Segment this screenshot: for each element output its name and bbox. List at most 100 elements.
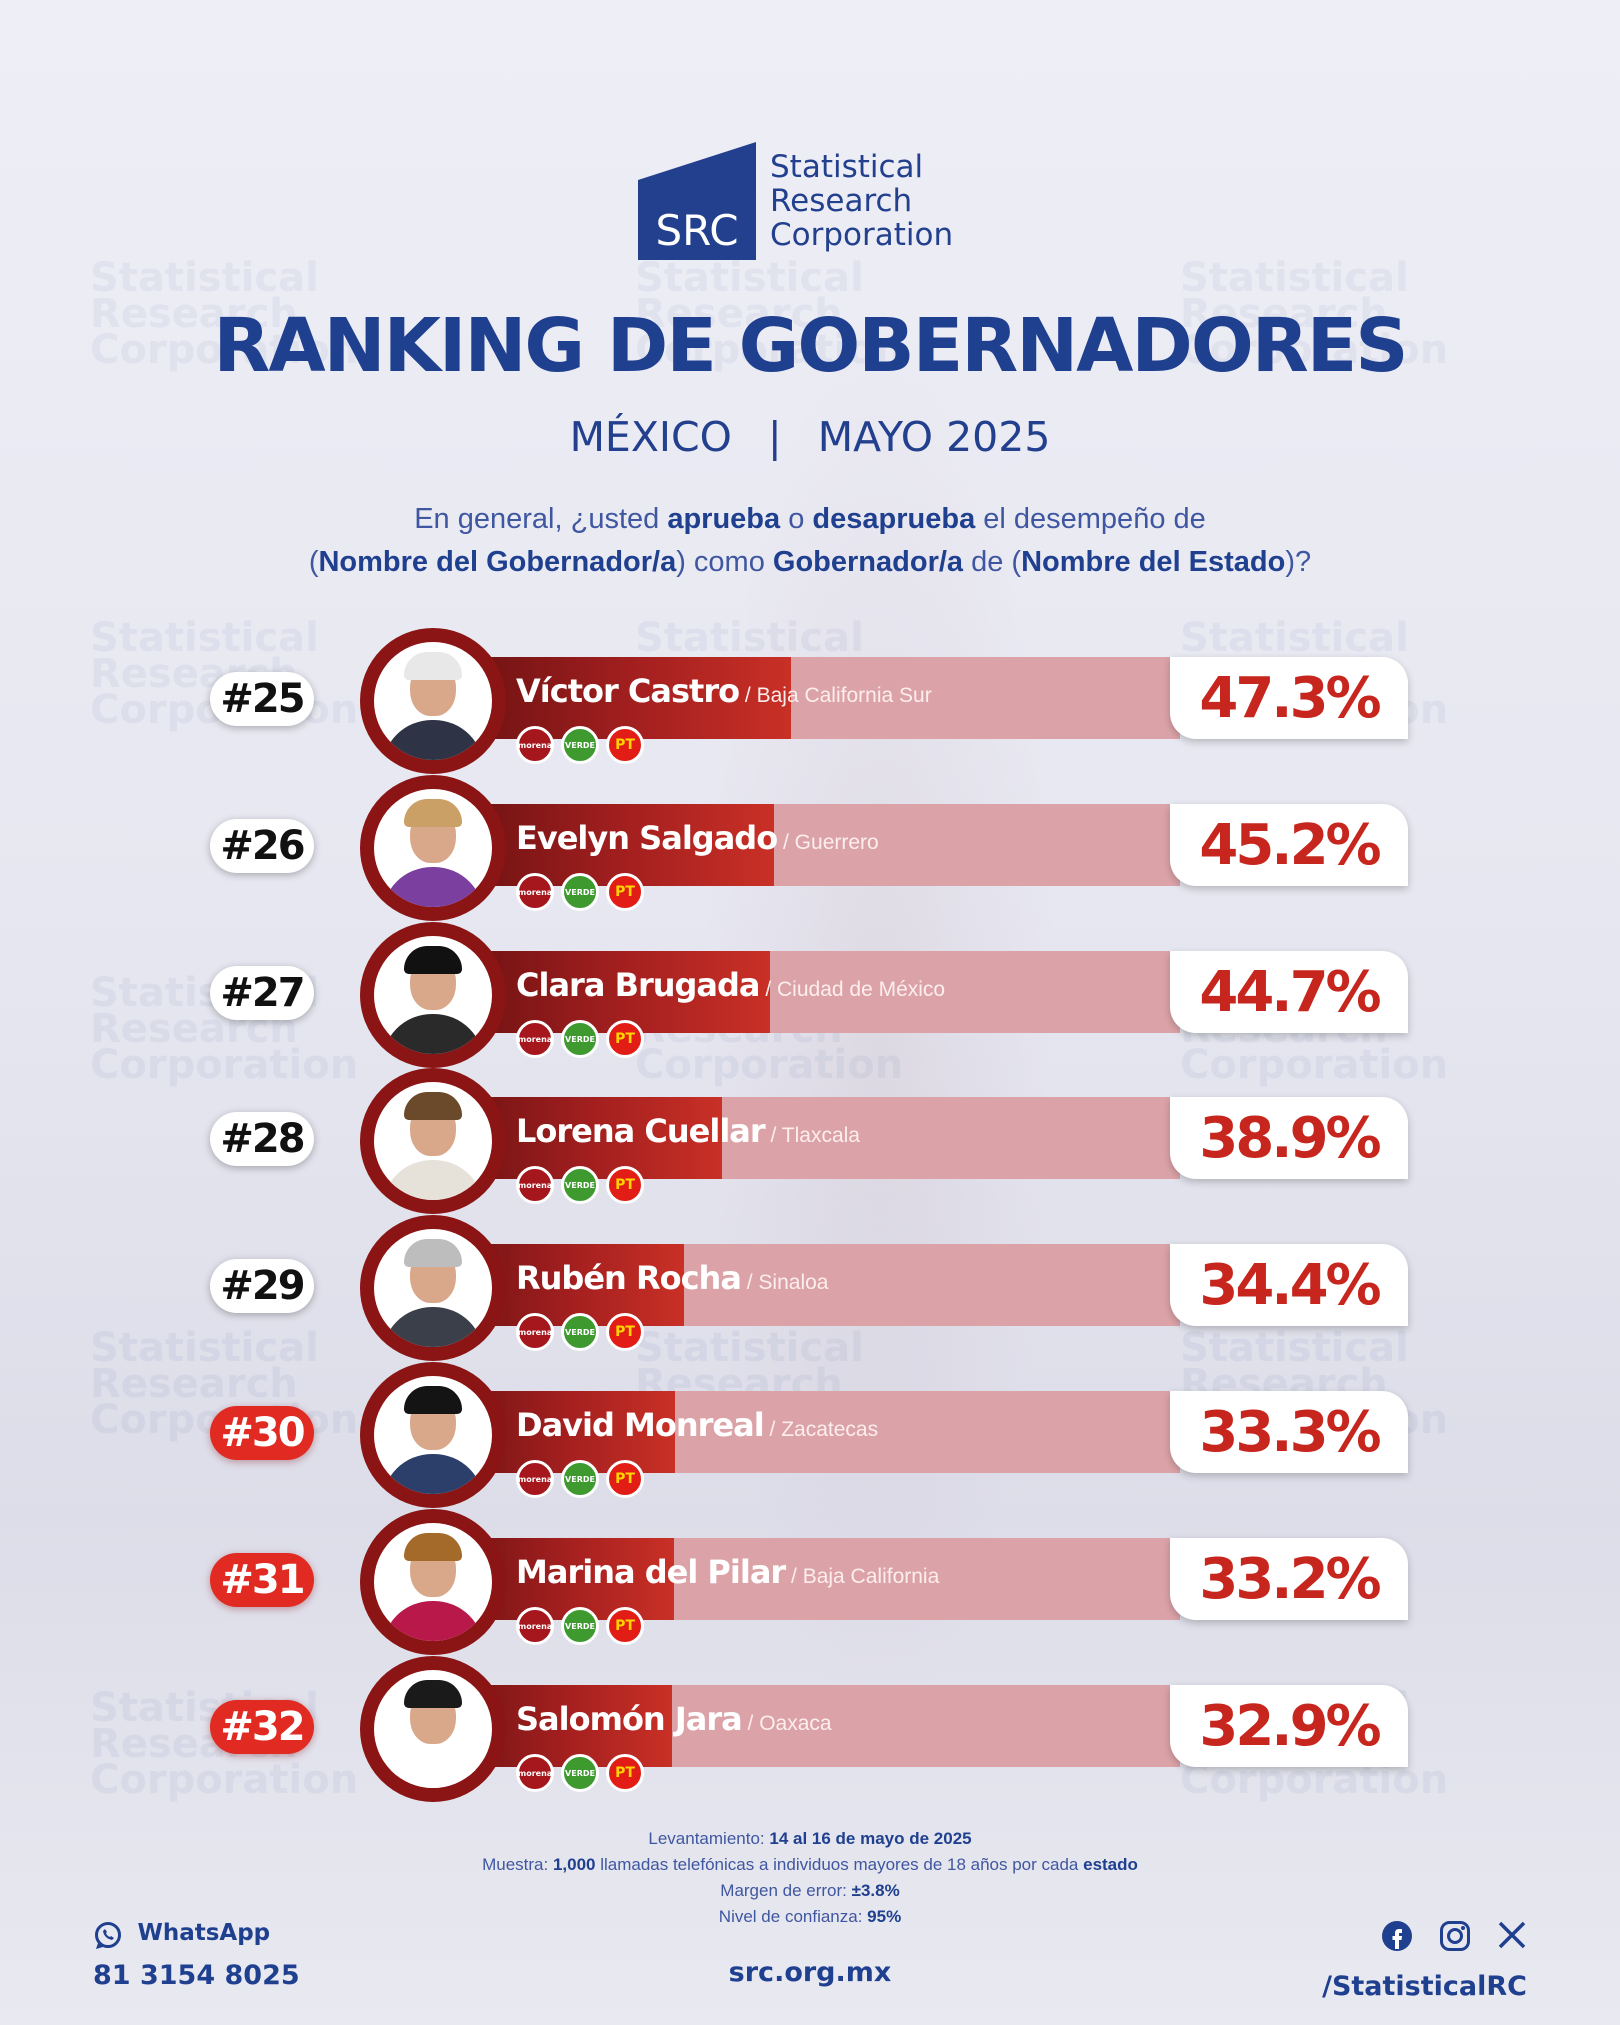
watermark-line: Research — [90, 1361, 298, 1407]
watermark-line: Statistical — [1180, 255, 1409, 301]
value-label-box: 38.9% — [1170, 1097, 1408, 1179]
x-icon[interactable] — [1497, 1920, 1527, 1957]
pt-logo-icon: PT — [606, 873, 644, 911]
pt-logo-icon: PT — [606, 1460, 644, 1498]
governor-photo-inner — [374, 1670, 492, 1788]
photo-shoulders — [382, 1307, 484, 1347]
governor-photo-inner — [374, 789, 492, 907]
survey-question: En general, ¿usted aprueba o desaprueba … — [0, 498, 1620, 584]
watermark-line: Statistical — [635, 615, 864, 661]
value-label-box: 34.4% — [1170, 1244, 1408, 1326]
photo-hair — [404, 1680, 462, 1708]
party-logos: morena VERDE PT — [516, 1607, 651, 1645]
governor-photo — [360, 1362, 506, 1508]
governor-label: Clara Brugada / Ciudad de México — [516, 966, 945, 1004]
governor-photo-inner — [374, 642, 492, 760]
subtitle-separator: | — [767, 413, 782, 461]
social-handle[interactable]: /StatisticalRC — [1322, 1971, 1527, 2002]
methodology-value: 95% — [867, 1907, 902, 1926]
methodology-notes: Levantamiento: 14 al 16 de mayo de 2025 M… — [0, 1826, 1620, 1930]
value-label-box: 33.3% — [1170, 1391, 1408, 1473]
value-label: 33.2% — [1199, 1547, 1381, 1612]
value-label-box: 32.9% — [1170, 1685, 1408, 1767]
pt-logo-icon: PT — [606, 1166, 644, 1204]
src-logo-abbr: SRC — [655, 206, 738, 255]
verde-logo-icon: VERDE — [561, 873, 599, 911]
survey-question-line-2: (Nombre del Gobernador/a) como Gobernado… — [0, 541, 1620, 584]
photo-shoulders — [382, 720, 484, 760]
verde-logo-icon: VERDE — [561, 1607, 599, 1645]
social-links: /StatisticalRC — [1322, 1920, 1527, 2002]
governor-state: / Sinaloa — [740, 1271, 829, 1294]
verde-logo-icon: VERDE — [561, 1460, 599, 1498]
bar-track — [400, 1391, 1180, 1473]
governor-photo — [360, 1068, 506, 1214]
photo-shoulders — [382, 867, 484, 907]
bar-track — [400, 1244, 1180, 1326]
subtitle-country: MÉXICO — [569, 413, 732, 461]
whatsapp-contact[interactable]: WhatsApp 81 3154 8025 — [93, 1920, 300, 1991]
facebook-icon[interactable] — [1381, 1920, 1413, 1957]
methodology-line: Muestra: 1,000 llamadas telefónicas a in… — [0, 1852, 1620, 1878]
morena-logo-icon: morena — [516, 1313, 554, 1351]
governor-state: / Baja California — [785, 1565, 940, 1588]
methodology-label: Levantamiento: — [648, 1829, 770, 1848]
governor-name: Víctor Castro — [516, 672, 740, 710]
morena-logo-icon: morena — [516, 1460, 554, 1498]
rank-badge: #31 — [210, 1553, 314, 1607]
verde-logo-icon: VERDE — [561, 1313, 599, 1351]
question-emphasis: Nombre del Gobernador/a — [318, 546, 677, 578]
question-emphasis: aprueba — [667, 503, 781, 535]
value-label: 44.7% — [1199, 960, 1381, 1025]
methodology-line: Margen de error: ±3.8% — [0, 1878, 1620, 1904]
photo-hair — [404, 1386, 462, 1414]
governor-photo-inner — [374, 1229, 492, 1347]
governor-name: Clara Brugada — [516, 966, 761, 1004]
rank-badge: #32 — [210, 1700, 314, 1754]
governor-name: Evelyn Salgado — [516, 819, 778, 857]
photo-shoulders — [382, 1454, 484, 1494]
governor-photo — [360, 922, 506, 1068]
question-text: )? — [1285, 546, 1312, 578]
rank-badge: #30 — [210, 1406, 314, 1460]
photo-hair — [404, 946, 462, 974]
question-text: ) como — [676, 546, 773, 578]
question-emphasis: Gobernador/a — [772, 546, 964, 578]
morena-logo-icon: morena — [516, 1166, 554, 1204]
value-label-box: 44.7% — [1170, 951, 1408, 1033]
rank-badge: #27 — [210, 966, 314, 1020]
photo-hair — [404, 1533, 462, 1561]
page-title: RANKING DE GOBERNADORES — [213, 303, 1408, 389]
governor-label: Marina del Pilar / Baja California — [516, 1553, 939, 1591]
photo-hair — [404, 799, 462, 827]
governor-label: Rubén Rocha / Sinaloa — [516, 1259, 828, 1297]
ranking-row: 34.4% #29 Rubén Rocha / Sinaloa morena VERDE… — [0, 1215, 1620, 1362]
website-link[interactable]: src.org.mx — [728, 1957, 892, 1988]
watermark-line: Statistical — [1180, 1325, 1409, 1371]
photo-shoulders — [382, 1601, 484, 1641]
morena-logo-icon: morena — [516, 1020, 554, 1058]
governor-photo — [360, 1215, 506, 1361]
whatsapp-number[interactable]: 81 3154 8025 — [93, 1960, 300, 1991]
governor-photo — [360, 775, 506, 921]
party-logos: morena VERDE PT — [516, 1460, 651, 1498]
photo-hair — [404, 1092, 462, 1120]
src-logo-mark: SRC — [638, 141, 756, 260]
watermark-line: Corporation — [1180, 1042, 1449, 1088]
watermark-line: Corporation — [90, 1042, 359, 1088]
value-label: 32.9% — [1199, 1694, 1381, 1759]
instagram-icon[interactable] — [1439, 1920, 1471, 1957]
ranking-row: 38.9% #28 Lorena Cuellar / Tlaxcala morena V… — [0, 1068, 1620, 1215]
photo-hair — [404, 652, 462, 680]
photo-hair — [404, 1239, 462, 1267]
methodology-label: Muestra: — [482, 1855, 553, 1874]
subtitle-date: MAYO 2025 — [817, 413, 1051, 461]
governor-photo — [360, 1509, 506, 1655]
question-text: de ( — [963, 546, 1022, 578]
photo-shoulders — [382, 1160, 484, 1200]
rank-badge: #26 — [210, 819, 314, 873]
value-label: 33.3% — [1199, 1400, 1381, 1465]
